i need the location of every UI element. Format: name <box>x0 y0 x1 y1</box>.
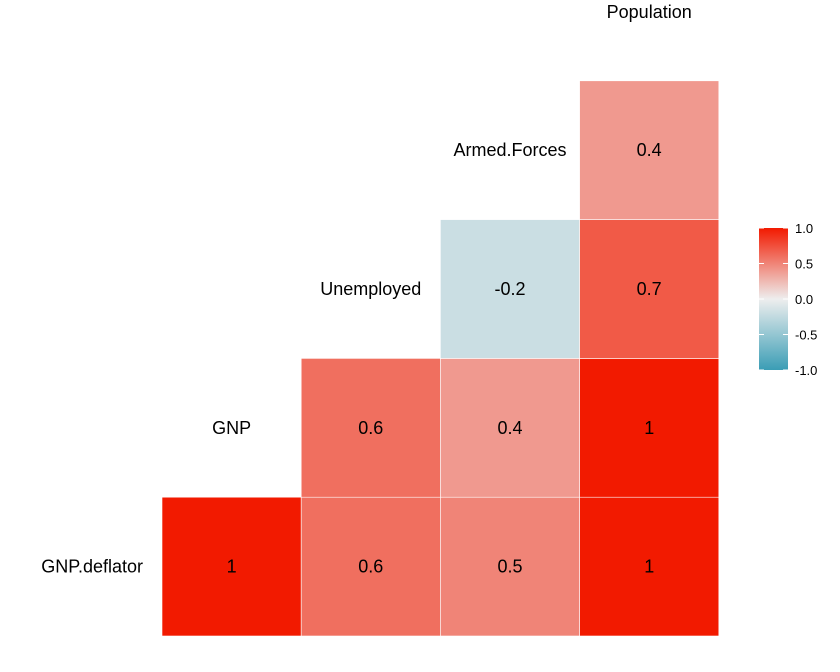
heatmap-cell <box>579 219 720 359</box>
cell-value-label: 1 <box>644 557 654 577</box>
legend-tick-label: 0.5 <box>795 257 813 272</box>
heatmap-cell <box>579 80 720 220</box>
variable-label: Unemployed <box>320 279 421 299</box>
variable-labels: GNP.deflator GNP Unemployed Armed.Forces Pop… <box>41 2 691 577</box>
cell-value-label: 0.7 <box>637 279 662 299</box>
heatmap-cell <box>300 496 441 637</box>
heatmap-cell <box>579 358 720 498</box>
color-legend: 1.0 0.5 0.0 -0.5 -1.0 <box>759 221 817 378</box>
cell-value-label: 0.4 <box>637 140 662 160</box>
legend-tick-label: -0.5 <box>795 328 817 343</box>
cell-value-label: 0.5 <box>497 557 522 577</box>
legend-tick-label: 0.0 <box>795 292 813 307</box>
heatmap-cell <box>300 358 441 498</box>
cell-value-label: 0.4 <box>497 418 522 438</box>
legend-tick-label: 1.0 <box>795 221 813 236</box>
legend-ticks: 1.0 0.5 0.0 -0.5 -1.0 <box>759 221 817 378</box>
cell-value-label: -0.2 <box>494 279 525 299</box>
variable-label: GNP.deflator <box>41 557 143 577</box>
variable-label: GNP <box>212 418 251 438</box>
heatmap-cells <box>161 80 720 637</box>
cell-value-label: 0.6 <box>358 557 383 577</box>
heatmap-cell <box>440 358 580 498</box>
heatmap-cell <box>161 496 302 637</box>
cell-value-label: 1 <box>644 418 654 438</box>
heatmap-cell-labels: 1 0.6 0.5 1 0.6 0.4 1 -0.2 0.7 0.4 <box>227 140 662 576</box>
heatmap-cell <box>440 219 580 359</box>
variable-label: Population <box>607 2 692 22</box>
heatmap-cell <box>579 496 720 637</box>
legend-tick-label: -1.0 <box>795 363 817 378</box>
cell-value-label: 0.6 <box>358 418 383 438</box>
variable-label: Armed.Forces <box>453 140 566 160</box>
cell-value-label: 1 <box>227 557 237 577</box>
